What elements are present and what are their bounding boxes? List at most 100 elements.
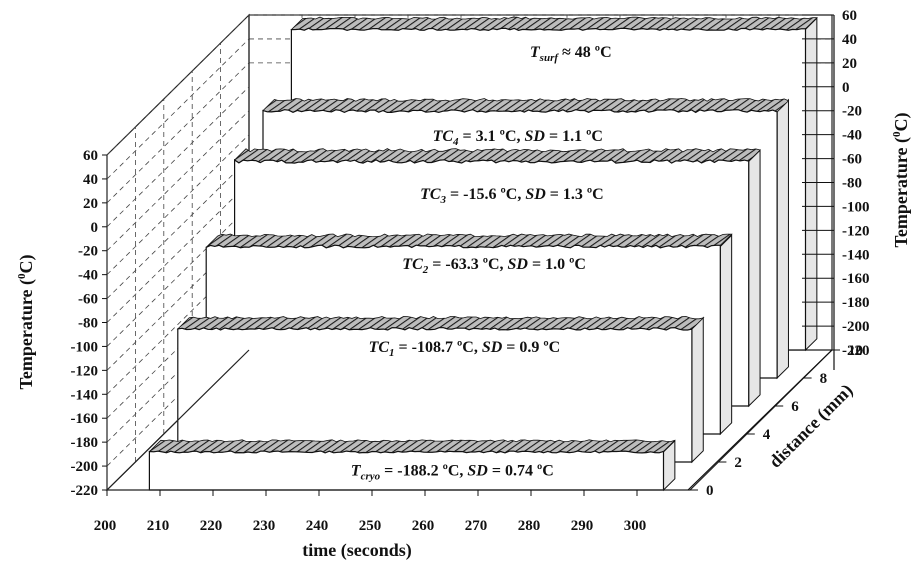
left-gridline	[106, 158, 250, 299]
z-tick-label: 4	[763, 427, 771, 443]
annotation-sd-value: = 0.74 ºC	[488, 463, 554, 480]
z-tick-label: 8	[820, 371, 828, 387]
left-y-tick-label: -20	[78, 244, 98, 260]
temp-axis-word: Temperature (	[891, 137, 912, 247]
left-y-tick-label: -160	[71, 411, 99, 427]
slab-side	[805, 16, 818, 352]
slab-side	[691, 316, 704, 464]
left-y-tick-label: -40	[78, 268, 98, 284]
slab-side	[748, 149, 761, 408]
x-tick-label: 240	[306, 518, 329, 534]
right-y-tick-label: 20	[842, 56, 857, 72]
annotation-var: TC	[369, 339, 390, 356]
left-y-tick-label: 0	[91, 220, 99, 236]
floor-edge	[105, 349, 833, 491]
z-tick-label: 10	[848, 343, 863, 359]
right-y-tick-label: -20	[842, 104, 862, 120]
annotation-sub: 2	[422, 264, 429, 276]
annotation-var: TC	[402, 256, 423, 273]
z-axis-label: distance (mm)	[765, 380, 857, 472]
annotation-tcryo: Tcryo = -188.2 ºC, SD = 0.74 ºC	[351, 463, 554, 483]
right-y-tick-label: -180	[842, 295, 870, 311]
z-tick-label: 0	[706, 483, 714, 499]
slab-tc-1	[176, 316, 705, 464]
slab-side	[719, 234, 733, 436]
x-tick-label: 250	[359, 518, 382, 534]
annotation-value: = -108.7 ºC,	[395, 339, 482, 356]
annotation-tc4: TC4 = 3.1 ºC, SD = 1.1 ºC	[433, 128, 603, 148]
annotation-value: = -188.2 ºC,	[380, 463, 467, 480]
slab-front	[148, 450, 665, 491]
annotation-sd-value: = 1.1 ºC	[545, 128, 603, 145]
left-gridline	[106, 206, 250, 347]
annotation-sub: 4	[452, 136, 459, 148]
annotation-sub: cryo	[361, 471, 381, 483]
left-gridline	[106, 38, 250, 180]
x-tick-label: 230	[253, 518, 276, 534]
right-y-tick-label: 40	[842, 32, 857, 48]
left-y-tick-label: -140	[71, 387, 99, 403]
left-y-tick-label: -100	[71, 339, 99, 355]
annotation-sd-symbol: SD	[525, 128, 546, 145]
right-y-tick-label: -220	[842, 343, 870, 359]
slab-t-cryo	[148, 439, 676, 492]
right-y-tick-label: 0	[842, 80, 850, 96]
annotation-sub: surf	[539, 52, 560, 64]
x-tick-label: 220	[200, 518, 223, 534]
annotation-tc3: TC3 = -15.6 ºC, SD = 1.3 ºC	[420, 186, 604, 206]
annotation-sub: 1	[389, 347, 395, 359]
annotation-tsurf: Tsurf ≈ 48 ºC	[530, 44, 612, 64]
left-gridline	[106, 110, 250, 251]
left-y-tick-label: 40	[83, 172, 98, 188]
annotation-sub: 3	[440, 194, 447, 206]
x-tick-label: 270	[465, 518, 488, 534]
annotation-var: T	[351, 463, 362, 480]
x-tick-label: 290	[571, 518, 594, 534]
left-gridline	[106, 182, 250, 323]
slab-side	[776, 98, 789, 380]
z-tick-label: 6	[791, 399, 799, 415]
annotation-value: = 3.1 ºC,	[459, 128, 525, 145]
annotation-tc2: TC2 = -63.3 ºC, SD = 1.0 ºC	[402, 256, 586, 276]
temperature-slabs	[148, 16, 818, 492]
right-y-tick-label: -120	[842, 223, 870, 239]
annotation-sd-symbol: SD	[467, 463, 488, 480]
left-y-tick-label: -220	[71, 483, 99, 499]
annotation-sd-value: = 1.3 ºC	[546, 186, 604, 203]
left-y-tick-label: -200	[71, 459, 99, 475]
right-y-tick-label: 60	[842, 8, 857, 24]
temp-axis-sup: 0	[891, 131, 903, 137]
x-tick-label: 260	[412, 518, 435, 534]
left-y-tick-label: -120	[71, 363, 99, 379]
right-y-tick-label: -60	[842, 152, 862, 168]
temp-axis-sup: 0	[16, 273, 28, 279]
slab-front	[177, 327, 693, 463]
annotation-var: TC	[420, 186, 441, 203]
left-gridline	[106, 86, 250, 228]
slab-top	[205, 233, 733, 249]
annotation-var: TC	[433, 128, 454, 145]
left-y-tick-label: -180	[71, 435, 99, 451]
right-y-tick-label: -160	[842, 271, 870, 287]
temp-axis-unit: C)	[16, 255, 37, 274]
temp-axis-word: Temperature (	[16, 279, 37, 389]
annotation-var: T	[530, 44, 541, 61]
left-gridline	[106, 134, 250, 275]
annotation-value: = -15.6 ºC,	[446, 186, 525, 203]
left-y-tick-label: 20	[83, 196, 98, 212]
right-y-tick-label: -80	[842, 176, 862, 192]
x-axis-label: time (seconds)	[302, 540, 411, 561]
annotation-sd-value: = 1.0 ºC	[528, 256, 586, 273]
slab-top	[290, 16, 818, 31]
z-tick-label: 2	[734, 455, 742, 471]
annotation-value: = -63.3 ºC,	[428, 256, 507, 273]
annotation-sd-symbol: SD	[508, 256, 529, 273]
left-y-axis-label: Temperature (0C)	[16, 255, 37, 390]
right-y-tick-label: -100	[842, 199, 870, 215]
temp-axis-unit: C)	[891, 113, 912, 132]
annotation-sd-value: = 0.9 ºC	[502, 339, 560, 356]
left-gridline	[106, 14, 250, 156]
x-tick-label: 300	[624, 518, 647, 534]
